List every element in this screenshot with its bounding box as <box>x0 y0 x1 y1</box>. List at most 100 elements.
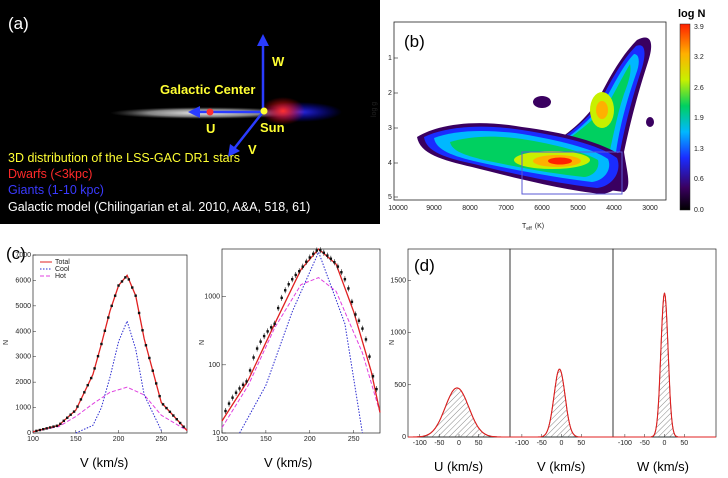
axis-label-w: W <box>272 54 285 69</box>
data-point <box>259 340 262 343</box>
c-right-xtick: 250 <box>348 436 360 443</box>
colorbar-tick: 0.0 <box>694 207 704 214</box>
c-left-xlabel: V (km/s) <box>80 455 129 470</box>
c-left-ytick: 0 <box>27 430 31 437</box>
data-point <box>62 419 65 422</box>
d-xlabel-u: U (km/s) <box>434 459 484 474</box>
kiel-xlabel: Teff (K) <box>522 223 544 232</box>
data-point <box>158 394 161 398</box>
data-point <box>248 369 252 372</box>
kiel-ytick: 5 <box>388 194 392 201</box>
data-point <box>319 249 322 252</box>
data-point <box>165 406 168 410</box>
colorbar-tick: 0.6 <box>694 176 704 183</box>
c-right-xlabel: V (km/s) <box>264 455 313 470</box>
data-point <box>110 304 113 308</box>
axis-label-u: U <box>206 121 216 136</box>
kiel-ytick: 3 <box>388 125 392 132</box>
c-left-ylabel: N <box>3 340 10 345</box>
data-point <box>284 289 287 292</box>
d-xtick: 0 <box>663 440 667 445</box>
data-point <box>141 329 144 332</box>
data-point <box>161 403 165 406</box>
caption-distribution: 3D distribution of the LSS-GAC DR1 stars <box>8 151 241 165</box>
data-point <box>120 280 124 283</box>
data-point <box>343 278 347 281</box>
data-point <box>227 402 231 405</box>
colorbar-title: log N <box>678 8 706 20</box>
data-point <box>96 355 100 358</box>
d-xtick: 0 <box>560 440 564 445</box>
v-axis-arrow <box>232 111 264 151</box>
data-point <box>368 355 371 358</box>
panel-label-d: (d) <box>414 256 435 275</box>
data-point <box>48 426 52 429</box>
data-points <box>224 247 378 415</box>
data-point <box>127 278 131 281</box>
data-point <box>42 427 45 431</box>
d-xtick: -100 <box>515 440 529 445</box>
data-point <box>255 347 259 350</box>
data-point <box>280 296 283 300</box>
legend-cool: Cool <box>55 266 70 273</box>
data-point <box>301 265 304 268</box>
kiel-xtick: 8000 <box>462 205 478 212</box>
data-point <box>113 294 117 297</box>
c-left-xtick: 150 <box>70 436 82 443</box>
data-point <box>298 270 301 273</box>
kiel-y-ticks: 1 2 3 4 5 <box>388 55 398 201</box>
cool-curve <box>75 319 162 434</box>
data-point <box>178 421 182 425</box>
data-point <box>79 398 83 401</box>
galactic-center-label: Galactic Center <box>160 82 256 97</box>
d-xlabel-v: V (km/s) <box>537 459 586 474</box>
plot-frame <box>32 254 188 434</box>
data-point <box>305 260 308 263</box>
hot-curve <box>221 277 381 428</box>
fit-curve-w <box>613 292 716 438</box>
colorbar-tick: 1.9 <box>694 115 704 122</box>
data-point <box>231 396 234 399</box>
data-point <box>262 334 266 338</box>
data-point <box>322 251 326 254</box>
histogram-u <box>408 387 510 438</box>
panel-label-b: (b) <box>404 32 425 51</box>
data-point <box>137 311 141 315</box>
kiel-density-map <box>417 37 654 195</box>
d-ytick: 1500 <box>390 277 406 284</box>
dwarfs-cloud <box>261 97 305 125</box>
c-left-ytick: 4000 <box>15 328 31 335</box>
data-point <box>182 425 185 428</box>
data-point <box>241 383 245 386</box>
fit-curve-u <box>408 387 510 438</box>
c-left-ytick: 5000 <box>15 303 31 310</box>
data-point <box>100 342 103 346</box>
data-point <box>350 300 354 304</box>
data-point <box>312 252 315 256</box>
histogram-v <box>510 368 613 438</box>
d-xlabel-w: W (km/s) <box>637 459 689 474</box>
data-point <box>124 276 127 279</box>
kiel-ytick: 2 <box>388 90 392 97</box>
galactic-center-marker <box>206 108 214 116</box>
sun-label: Sun <box>260 120 285 135</box>
data-point <box>66 416 69 419</box>
data-point <box>357 319 361 322</box>
c-left-xtick: 100 <box>27 436 39 443</box>
fit-curve-v <box>510 368 613 438</box>
c-right-ytick: 100 <box>208 362 220 369</box>
c-left-ytick: 6000 <box>15 277 31 284</box>
total-curve <box>32 274 188 433</box>
data-points <box>35 276 185 433</box>
cool-curve <box>239 250 363 434</box>
legend-total: Total <box>55 259 70 266</box>
data-point <box>69 413 72 416</box>
data-point <box>35 429 38 433</box>
data-point <box>134 294 137 297</box>
data-point <box>238 387 241 390</box>
kiel-xtick: 7000 <box>498 205 514 212</box>
kiel-xlabel-unit: (K) <box>535 223 544 230</box>
data-point <box>333 261 336 264</box>
data-point <box>336 265 340 268</box>
